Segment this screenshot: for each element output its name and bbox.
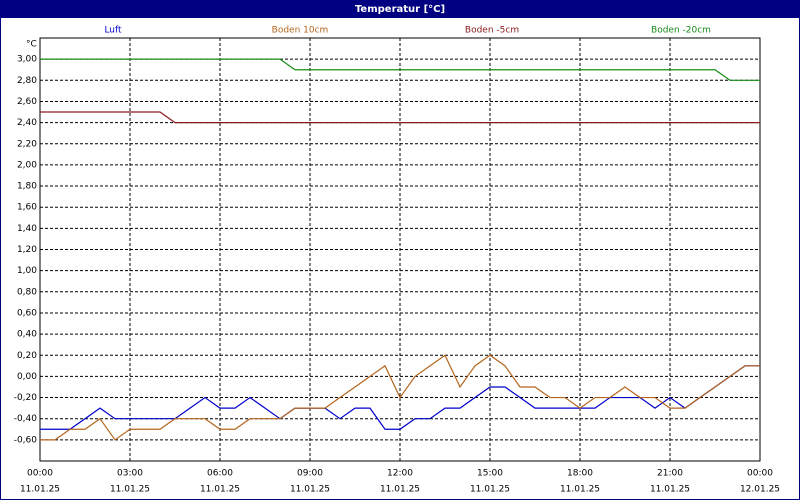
x-tick-label: 12:00 (387, 469, 413, 479)
x-tick-label: 21:00 (657, 469, 683, 479)
y-tick-label: 1,40 (17, 224, 37, 234)
y-tick-label: 2,80 (17, 76, 37, 86)
y-tick-label: -0,40 (14, 414, 38, 424)
series-line (40, 111, 760, 124)
legend-entry: Boden -20cm (651, 26, 711, 36)
x-tick-label: 09:00 (297, 469, 323, 479)
y-tick-label: 0,40 (17, 330, 37, 340)
y-tick-label: -0,20 (14, 393, 38, 403)
x-tick-label: 15:00 (477, 469, 503, 479)
x-tick-label: 00:00 (27, 469, 53, 479)
y-tick-label: 1,20 (17, 245, 37, 255)
y-tick-label: 3,00 (17, 55, 37, 65)
chart-title: Temperatur [°C] (355, 4, 445, 15)
y-tick-label: 2,60 (17, 97, 37, 107)
y-tick-label: 0,60 (17, 308, 37, 318)
x-tick-label: 06:00 (207, 469, 233, 479)
series-line (40, 354, 760, 441)
x-tick-date: 11.01.25 (20, 485, 60, 495)
x-tick-date: 11.01.25 (290, 485, 330, 495)
y-tick-label: -0,60 (14, 435, 38, 445)
y-tick-label: 2,40 (17, 118, 37, 128)
y-tick-label: 1,00 (17, 266, 37, 276)
legend-entry: Boden 10cm (272, 26, 329, 36)
x-tick-date: 11.01.25 (470, 485, 510, 495)
y-tick-label: 2,20 (17, 139, 37, 149)
x-tick-date: 11.01.25 (200, 485, 240, 495)
title-bar (0, 0, 800, 18)
series-line (40, 58, 760, 81)
x-tick-label: 18:00 (567, 469, 593, 479)
y-unit: °C (26, 40, 37, 50)
x-tick-date: 11.01.25 (110, 485, 150, 495)
x-tick-label: 00:00 (747, 469, 773, 479)
x-tick-date: 11.01.25 (380, 485, 420, 495)
x-tick-date: 12.01.25 (740, 485, 780, 495)
x-tick-label: 03:00 (117, 469, 143, 479)
y-tick-label: 0,80 (17, 287, 37, 297)
y-tick-label: 1,80 (17, 182, 37, 192)
x-tick-date: 11.01.25 (560, 485, 600, 495)
y-tick-label: 0,00 (17, 372, 37, 382)
y-tick-label: 1,60 (17, 203, 37, 213)
legend-entry: Luft (104, 26, 122, 36)
legend-entry: Boden -5cm (465, 26, 519, 36)
y-tick-label: 2,00 (17, 160, 37, 170)
y-tick-label: 0,20 (17, 351, 37, 361)
x-tick-date: 11.01.25 (650, 485, 690, 495)
